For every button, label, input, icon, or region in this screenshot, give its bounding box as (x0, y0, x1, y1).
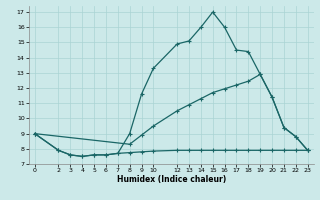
X-axis label: Humidex (Indice chaleur): Humidex (Indice chaleur) (116, 175, 226, 184)
